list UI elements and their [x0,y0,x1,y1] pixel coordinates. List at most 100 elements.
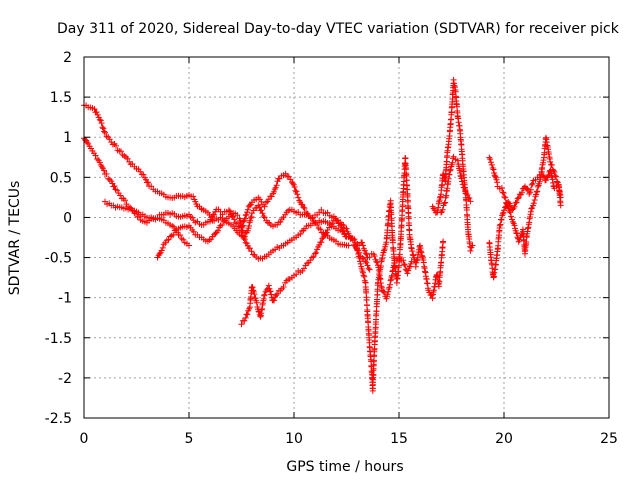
data-point [258,207,265,214]
data-point [253,299,260,306]
data-point [360,269,366,276]
data-point [548,162,555,168]
data-point [362,250,369,257]
data-point [273,292,280,299]
data-point [498,185,505,191]
data-point [261,203,268,210]
data-point [364,262,371,269]
data-point [103,171,110,177]
data-points [81,76,564,394]
data-point [547,158,554,165]
x-tick-labels: 0 5 10 15 20 25 [80,431,618,447]
data-point [118,148,124,155]
data-point [513,230,520,237]
data-point [447,167,453,174]
data-point [310,253,317,260]
data-point [379,252,386,259]
x-tick-label: 15 [390,431,408,447]
y-tick-label: -0.5 [45,251,72,267]
data-point [244,206,251,213]
gridlines [84,57,609,418]
data-point [178,235,185,242]
data-point [247,215,254,221]
data-point [401,261,407,268]
data-point [318,239,325,246]
data-point [386,284,393,291]
data-point [508,213,515,220]
data-point [381,289,388,296]
data-point [248,213,255,220]
data-point [488,159,494,166]
data-point [96,159,103,166]
x-tick-label: 0 [80,431,89,447]
data-point [527,186,534,193]
data-point [261,291,268,298]
data-point [274,290,281,297]
data-point [292,187,299,194]
y-tick-label: -2 [58,371,72,387]
y-axis-label: SDTVAR / TECUs [7,181,23,296]
data-point [441,200,448,207]
data-point [518,189,525,196]
data-point [440,238,447,245]
data-point [389,239,396,246]
data-point [294,191,301,198]
data-point [513,199,520,206]
data-point [263,287,270,293]
y-tick-label: -2.5 [45,411,72,427]
data-point [502,194,509,201]
data-point [99,124,106,131]
data-point [357,260,364,267]
data-point [487,156,494,163]
data-point [271,186,278,193]
data-point [467,198,474,205]
chart-title: Day 311 of 2020, Sidereal Day-to-day VTE… [57,21,620,37]
data-point [92,152,99,159]
data-point [408,245,415,252]
data-point [406,263,413,270]
data-point [524,185,531,192]
data-point [385,288,392,295]
x-axis-label: GPS time / hours [286,459,403,475]
data-point [530,200,537,207]
data-point [405,267,412,274]
data-point [510,205,517,212]
x-tick-label: 10 [285,431,303,447]
data-point [462,187,469,194]
data-point [499,210,506,217]
data-point [319,235,326,242]
data-point [404,270,411,277]
data-point [545,172,552,178]
data-point [359,239,366,246]
data-point [366,254,373,261]
data-point [101,167,107,174]
data-point [498,216,505,223]
data-point [261,214,268,221]
data-point [243,240,250,247]
data-point [159,244,166,251]
data-point [317,226,324,233]
data-point [165,236,172,243]
data-point [428,292,435,299]
data-point [515,194,522,201]
data-point [400,257,407,264]
data-point [441,174,448,181]
data-point [244,227,251,234]
data-point [225,207,232,214]
data-point [100,125,107,132]
data-point [528,181,535,188]
data-point [500,190,507,196]
x-tick-label: 5 [185,431,194,447]
y-tick-label: -1.5 [45,331,72,347]
data-point [447,166,454,173]
data-point [265,196,272,203]
data-point [461,184,468,191]
data-point [267,288,274,295]
data-point [96,116,103,123]
y-tick-label: 0 [63,210,72,226]
data-point [511,222,518,229]
data-point [324,209,331,216]
data-point [113,142,119,149]
data-point [488,161,495,168]
